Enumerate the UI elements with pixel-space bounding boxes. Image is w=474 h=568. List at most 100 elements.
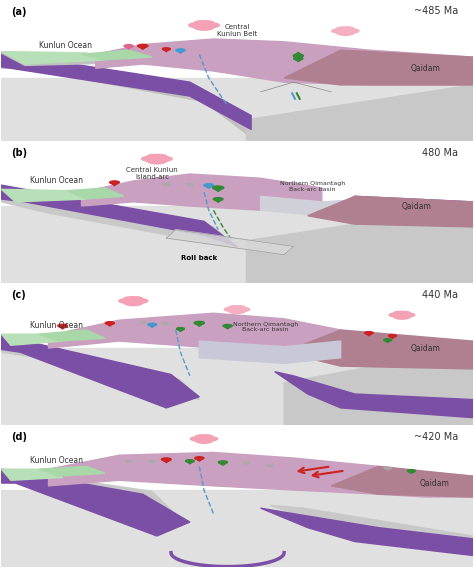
Polygon shape [332, 29, 346, 33]
Polygon shape [228, 307, 246, 314]
Polygon shape [344, 27, 354, 30]
Polygon shape [243, 462, 250, 465]
Polygon shape [230, 306, 244, 310]
Polygon shape [237, 307, 250, 311]
Text: ~420 Ma: ~420 Ma [414, 432, 458, 441]
Polygon shape [1, 188, 237, 248]
Polygon shape [133, 299, 148, 303]
Polygon shape [346, 29, 359, 33]
Polygon shape [1, 490, 473, 567]
Polygon shape [124, 297, 135, 300]
Polygon shape [186, 460, 194, 462]
Text: (c): (c) [11, 290, 26, 299]
Polygon shape [148, 323, 156, 326]
Polygon shape [293, 55, 303, 57]
Polygon shape [246, 206, 473, 283]
Polygon shape [197, 435, 211, 440]
Polygon shape [1, 336, 199, 408]
Polygon shape [109, 181, 119, 184]
Polygon shape [1, 334, 63, 345]
Polygon shape [96, 39, 473, 85]
Polygon shape [284, 50, 473, 85]
Polygon shape [1, 143, 473, 283]
Polygon shape [191, 437, 204, 441]
Polygon shape [146, 156, 167, 164]
Polygon shape [157, 157, 172, 161]
Text: Northern Qimantagh
Back-arc basin: Northern Qimantagh Back-arc basin [280, 181, 345, 192]
Polygon shape [163, 183, 170, 185]
Polygon shape [204, 183, 213, 186]
Text: Kunlun Ocean: Kunlun Ocean [30, 177, 82, 186]
Polygon shape [67, 188, 124, 199]
Polygon shape [193, 23, 215, 30]
Polygon shape [341, 197, 473, 219]
Text: 440 Ma: 440 Ma [422, 290, 458, 299]
Polygon shape [149, 461, 155, 463]
Polygon shape [186, 461, 194, 463]
Polygon shape [261, 508, 473, 556]
Polygon shape [1, 348, 473, 425]
Polygon shape [82, 50, 152, 60]
Polygon shape [266, 465, 273, 466]
Polygon shape [1, 469, 63, 481]
Polygon shape [105, 323, 114, 326]
Polygon shape [1, 339, 199, 399]
Polygon shape [236, 306, 245, 308]
Polygon shape [148, 324, 156, 327]
Polygon shape [176, 50, 185, 53]
Polygon shape [284, 348, 473, 425]
Polygon shape [166, 229, 293, 255]
Polygon shape [1, 53, 128, 65]
Text: Qaidam: Qaidam [410, 344, 440, 353]
Polygon shape [203, 435, 213, 438]
Text: Central
Kunlun Belt: Central Kunlun Belt [217, 24, 257, 37]
Polygon shape [395, 311, 409, 315]
Text: (d): (d) [11, 432, 27, 441]
Polygon shape [105, 321, 114, 324]
Text: ~485 Ma: ~485 Ma [414, 6, 458, 15]
Polygon shape [142, 157, 157, 161]
Polygon shape [204, 23, 219, 27]
Polygon shape [219, 461, 228, 463]
Polygon shape [58, 325, 67, 329]
Polygon shape [194, 21, 205, 24]
Polygon shape [1, 53, 251, 130]
Polygon shape [204, 185, 213, 189]
Polygon shape [393, 313, 411, 319]
Polygon shape [246, 85, 473, 141]
Polygon shape [213, 199, 223, 202]
Polygon shape [176, 329, 184, 331]
Polygon shape [162, 460, 171, 462]
Polygon shape [331, 466, 473, 497]
Polygon shape [407, 470, 415, 472]
Polygon shape [336, 28, 355, 35]
Polygon shape [1, 185, 237, 247]
Polygon shape [284, 330, 473, 369]
Polygon shape [384, 339, 392, 341]
Polygon shape [186, 184, 193, 186]
Polygon shape [195, 458, 204, 461]
Polygon shape [212, 187, 224, 191]
Polygon shape [195, 435, 205, 438]
Polygon shape [163, 323, 170, 324]
Polygon shape [275, 371, 473, 417]
Polygon shape [124, 45, 133, 47]
Text: Kunlun Ocean: Kunlun Ocean [30, 320, 82, 329]
Text: Qaidam: Qaidam [420, 479, 450, 487]
Polygon shape [1, 469, 181, 519]
Polygon shape [196, 21, 212, 26]
Polygon shape [195, 437, 213, 443]
Polygon shape [1, 1, 473, 141]
Text: Northern Qimantagh
Back-arc basin: Northern Qimantagh Back-arc basin [233, 321, 298, 332]
Polygon shape [407, 471, 415, 473]
Polygon shape [163, 323, 170, 325]
Text: Central Kunlun
Island-arc: Central Kunlun Island-arc [126, 167, 178, 180]
Polygon shape [195, 457, 204, 460]
Polygon shape [219, 462, 228, 465]
Polygon shape [243, 462, 250, 463]
Polygon shape [48, 453, 473, 497]
Polygon shape [176, 328, 184, 330]
Polygon shape [124, 46, 133, 49]
Polygon shape [186, 183, 193, 185]
Text: Kunlun Ocean: Kunlun Ocean [30, 456, 82, 465]
